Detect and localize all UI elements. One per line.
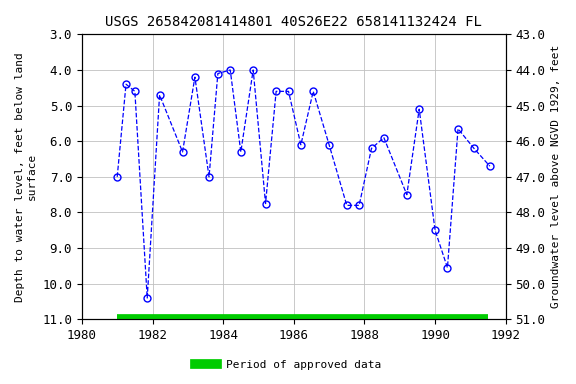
Legend: Period of approved data: Period of approved data: [191, 356, 385, 375]
Y-axis label: Groundwater level above NGVD 1929, feet: Groundwater level above NGVD 1929, feet: [551, 45, 561, 308]
Title: USGS 265842081414801 40S26E22 658141132424 FL: USGS 265842081414801 40S26E22 6581411324…: [105, 15, 482, 29]
Y-axis label: Depth to water level, feet below land
surface: Depth to water level, feet below land su…: [15, 52, 37, 302]
